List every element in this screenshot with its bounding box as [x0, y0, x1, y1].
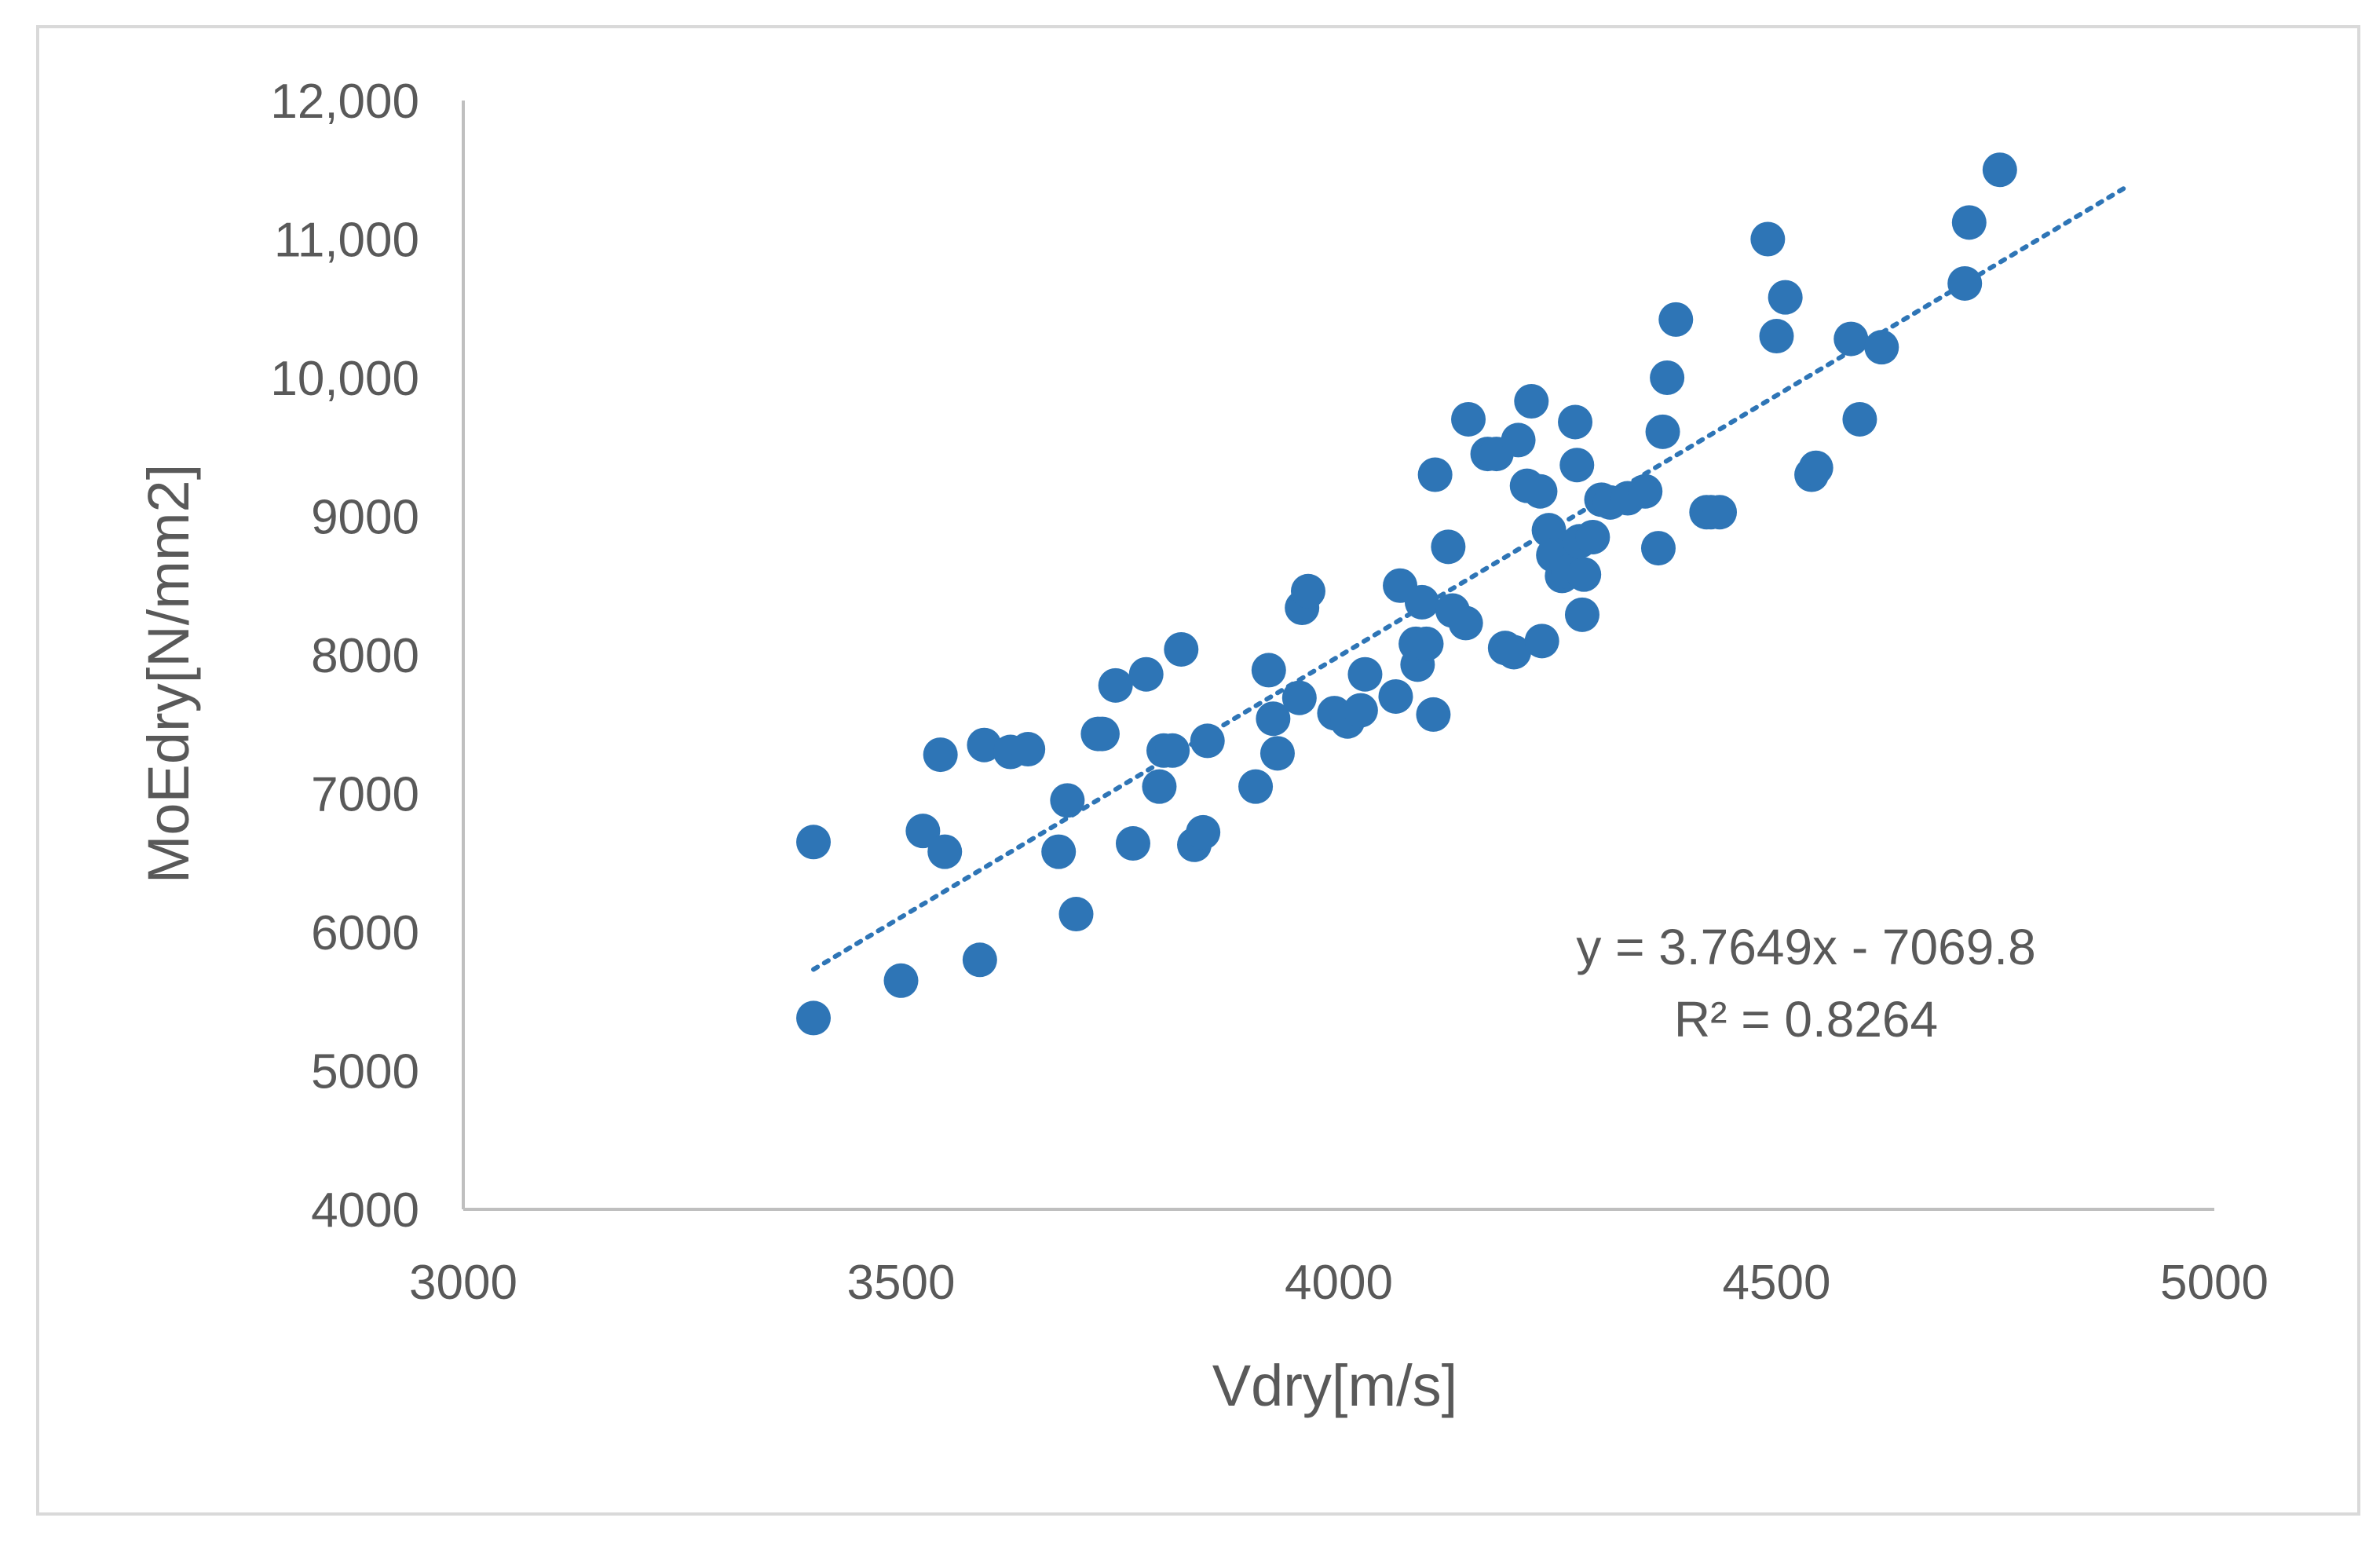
data-point [1628, 474, 1663, 509]
data-point [1155, 733, 1190, 768]
y-tick-label: 9000 [311, 491, 419, 545]
x-axis-title: Vdry[m/s] [1212, 1353, 1457, 1418]
data-point [1947, 265, 1983, 301]
y-tick-label: 7000 [311, 768, 419, 822]
r-squared-label: R² = 0.8264 [1674, 991, 1938, 1048]
y-tick-label: 11,000 [274, 214, 419, 268]
data-point [1768, 280, 1803, 315]
trendline-equation: y = 3.7649x - 7069.8 [1576, 919, 2035, 975]
y-tick-label: 12,000 [270, 75, 419, 129]
data-point [1658, 302, 1694, 337]
data-point [1190, 723, 1225, 759]
data-point [927, 834, 963, 869]
data-point [1142, 769, 1177, 804]
data-point [1164, 631, 1199, 667]
data-point [1451, 401, 1486, 437]
data-point [1011, 732, 1046, 767]
y-tick-label: 8000 [311, 629, 419, 683]
data-point [1251, 653, 1286, 688]
data-point [1041, 834, 1077, 869]
data-point [1750, 221, 1786, 257]
data-point [1448, 605, 1483, 641]
y-tick-label: 4000 [311, 1183, 419, 1238]
data-point [1523, 474, 1558, 509]
data-point [962, 942, 997, 978]
data-point [1409, 626, 1444, 661]
x-tick-label: 3000 [409, 1256, 517, 1310]
x-tick-label: 3500 [847, 1256, 956, 1310]
y-axis-title: MoEdry[N/mm2] [136, 464, 201, 884]
data-point [1951, 205, 1987, 240]
data-point [1347, 656, 1383, 692]
y-tick-label: 6000 [311, 906, 419, 960]
data-point [1501, 422, 1536, 458]
data-points [796, 152, 2017, 1036]
data-point [1650, 360, 1685, 395]
data-point [1798, 450, 1833, 485]
data-point [1050, 783, 1085, 818]
data-point [905, 814, 941, 849]
data-point [1514, 384, 1549, 419]
data-point [1842, 401, 1877, 437]
data-point [1290, 573, 1325, 609]
data-point [1497, 635, 1531, 670]
data-point [1833, 321, 1869, 357]
data-point [1128, 656, 1164, 692]
data-point [1404, 584, 1439, 620]
data-point [1256, 701, 1291, 737]
data-point [1864, 330, 1899, 365]
x-tick-labels: 3000 3500 4000 4500 5000 [409, 1256, 2268, 1310]
data-point [1416, 697, 1451, 732]
data-point [1084, 716, 1120, 752]
data-point [1558, 404, 1593, 440]
data-point [1343, 693, 1378, 728]
data-point [1431, 529, 1466, 565]
data-point [1559, 448, 1595, 483]
x-tick-label: 4000 [1285, 1256, 1393, 1310]
data-point [1564, 597, 1599, 632]
y-tick-label: 10,000 [270, 352, 419, 406]
data-point [1575, 519, 1610, 554]
data-point [1238, 769, 1274, 804]
y-tick-label: 5000 [311, 1045, 419, 1099]
data-point [883, 963, 919, 998]
data-point [1640, 531, 1676, 566]
data-point [1098, 667, 1133, 703]
data-point [796, 1000, 831, 1036]
data-point [1567, 557, 1602, 592]
y-tick-labels: 4000 5000 6000 7000 8000 9000 10,000 11,000 12,0… [270, 75, 419, 1238]
data-point [1281, 680, 1317, 715]
data-point [923, 737, 958, 773]
data-point [1378, 678, 1413, 714]
data-point [1645, 414, 1680, 449]
data-point [1982, 152, 2017, 188]
data-point [1759, 319, 1794, 354]
data-point [1115, 826, 1150, 861]
x-tick-label: 4500 [1723, 1256, 1831, 1310]
trendline [811, 184, 2130, 972]
data-point [1259, 736, 1295, 771]
data-point [1186, 814, 1221, 850]
data-point [1058, 897, 1094, 932]
data-point [967, 727, 1002, 763]
data-point [796, 825, 831, 860]
data-point [1702, 495, 1738, 530]
data-point [1524, 624, 1559, 659]
x-tick-label: 5000 [2160, 1256, 2268, 1310]
data-point [1417, 457, 1453, 492]
